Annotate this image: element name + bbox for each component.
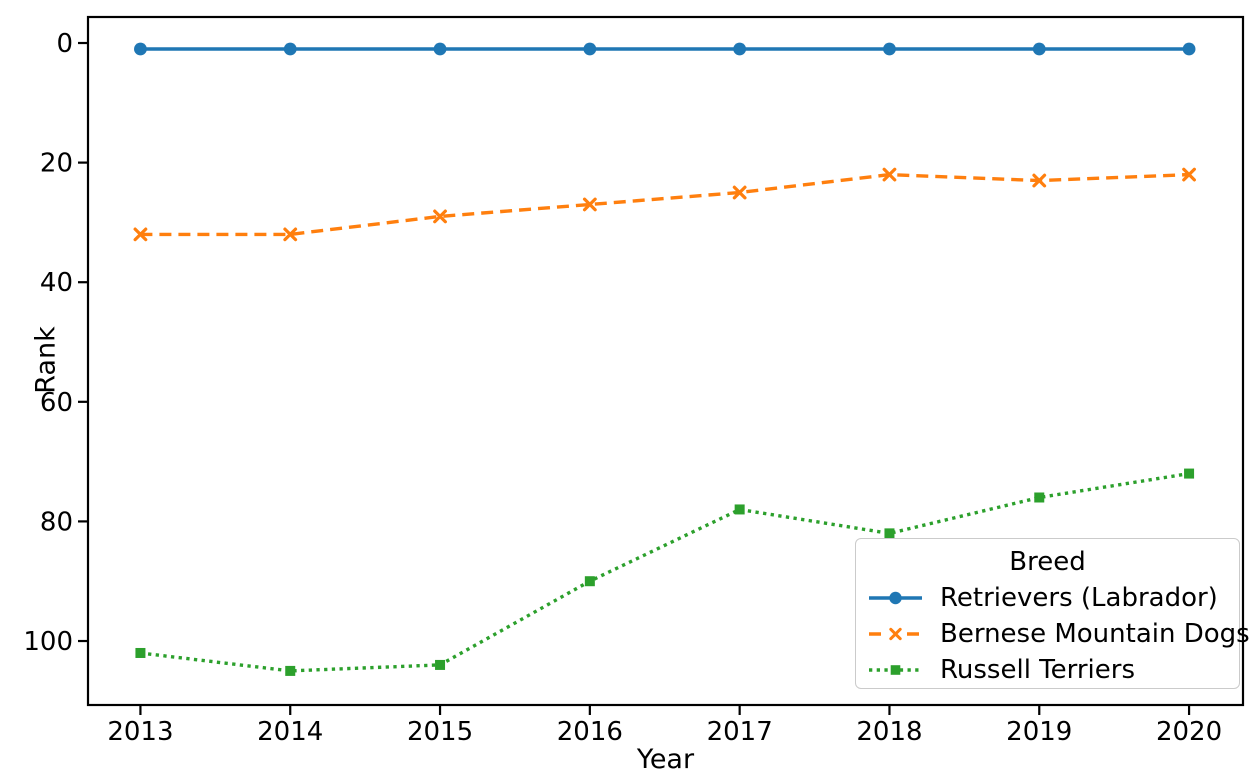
y-axis-label: Rank bbox=[30, 326, 62, 394]
x-tick-label: 2014 bbox=[257, 717, 323, 747]
legend-item: Bernese Mountain Dogs bbox=[868, 616, 1250, 652]
x-tick-label: 2015 bbox=[407, 717, 473, 747]
y-tick-label: 20 bbox=[40, 149, 73, 179]
y-tick-label: 40 bbox=[40, 268, 73, 298]
series-line-1 bbox=[140, 172, 1190, 237]
series-line-2 bbox=[140, 471, 1190, 673]
legend-item: Russell Terriers bbox=[868, 652, 1227, 688]
x-tick-label: 2019 bbox=[1006, 717, 1072, 747]
series-markers-2 bbox=[135, 468, 1195, 676]
legend-item: Retrievers (Labrador) bbox=[868, 580, 1227, 616]
legend-label: Retrievers (Labrador) bbox=[940, 583, 1218, 613]
plot-frame bbox=[86, 15, 1245, 707]
legend-label: Bernese Mountain Dogs bbox=[940, 619, 1250, 649]
legend: Breed Retrievers (Labrador) Bernese Moun… bbox=[855, 538, 1250, 689]
y-axis-ticks: 0 20 40 60 80 100 bbox=[23, 29, 88, 657]
x-axis-label: Year bbox=[636, 744, 695, 775]
y-tick-label: 80 bbox=[40, 507, 73, 537]
x-axis-ticks: 2013 2014 2015 2016 2017 2018 2019 2020 bbox=[107, 705, 1222, 747]
x-tick-label: 2020 bbox=[1156, 717, 1222, 747]
legend-sample-line-circle-icon bbox=[869, 591, 922, 605]
series-markers-1 bbox=[133, 167, 1196, 242]
legend-sample-dotted-square-icon bbox=[869, 665, 922, 675]
y-tick-label: 0 bbox=[56, 29, 73, 59]
legend-label: Russell Terriers bbox=[940, 655, 1136, 685]
y-tick-label: 60 bbox=[40, 388, 73, 418]
y-tick-label: 100 bbox=[23, 627, 73, 657]
x-tick-label: 2017 bbox=[707, 717, 773, 747]
series-markers-0 bbox=[134, 42, 1196, 56]
legend-sample-dashed-x-icon bbox=[869, 627, 922, 641]
x-tick-label: 2018 bbox=[856, 717, 922, 747]
legend-title: Breed bbox=[1009, 547, 1086, 577]
x-tick-label: 2013 bbox=[107, 717, 173, 747]
x-tick-label: 2016 bbox=[557, 717, 623, 747]
